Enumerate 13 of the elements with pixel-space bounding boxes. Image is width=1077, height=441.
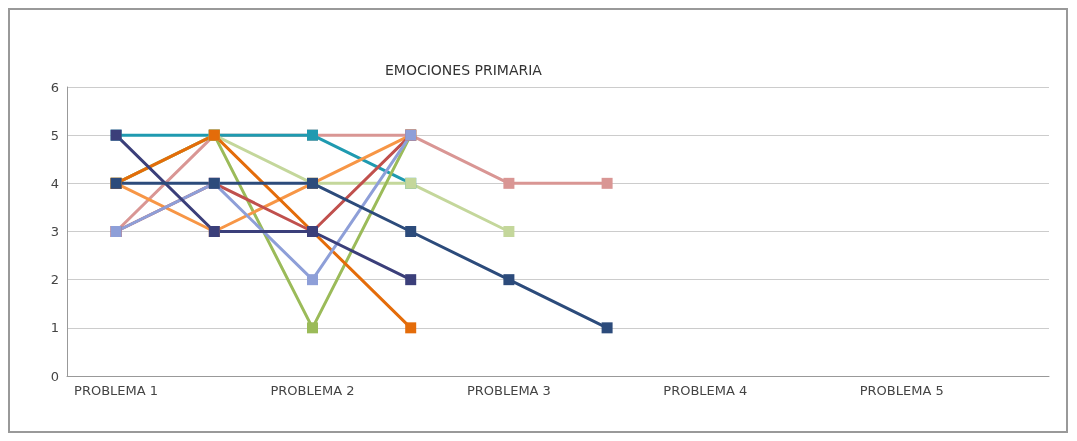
y-tick-label: 0 — [50, 368, 59, 384]
chart-title: EMOCIONES PRIMARIA — [385, 62, 543, 78]
y-tick-label: 2 — [50, 272, 59, 288]
y-tick-label: 1 — [50, 320, 59, 336]
x-tick-label: PROBLEMA 2 — [270, 383, 355, 398]
x-tick-label: PROBLEMA 3 — [466, 383, 551, 398]
x-tick-label: PROBLEMA 4 — [663, 383, 748, 398]
y-tick-label: 6 — [50, 79, 59, 95]
y-tick-label: 4 — [50, 175, 59, 191]
x-tick-label: PROBLEMA 5 — [859, 383, 944, 398]
y-tick-label: 3 — [50, 224, 59, 239]
y-tick-label: 5 — [50, 127, 59, 143]
x-tick-label: PROBLEMA 1 — [74, 383, 159, 398]
